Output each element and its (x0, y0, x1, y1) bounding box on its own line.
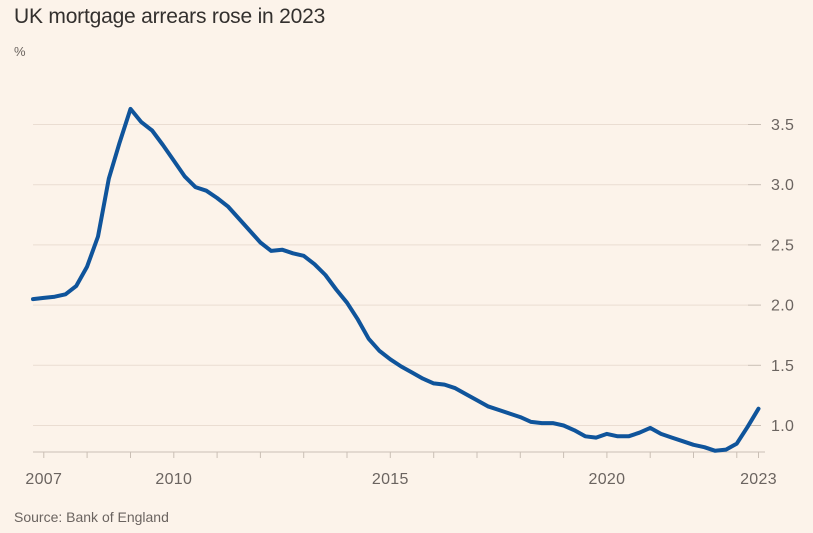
y-tick-label: 1.0 (771, 418, 794, 435)
x-tick-label: 2007 (25, 471, 62, 488)
y-tick-label: 1.5 (771, 358, 794, 375)
x-tick-label-end: 2023 (740, 471, 777, 488)
x-tick-label: 2020 (589, 471, 626, 488)
y-tick-label: 3.5 (771, 117, 794, 134)
x-tick-label: 2010 (155, 471, 192, 488)
source-caption: Source: Bank of England (14, 509, 169, 525)
y-tick-label: 2.5 (771, 237, 794, 254)
chart-title: UK mortgage arrears rose in 2023 (14, 5, 326, 28)
y-tick-label: 3.0 (771, 177, 794, 194)
arrears-series-line (31, 106, 761, 453)
y-axis-unit-label: % (14, 44, 26, 59)
x-tick-label: 2015 (372, 471, 409, 488)
y-tick-label: 2.0 (771, 298, 794, 315)
